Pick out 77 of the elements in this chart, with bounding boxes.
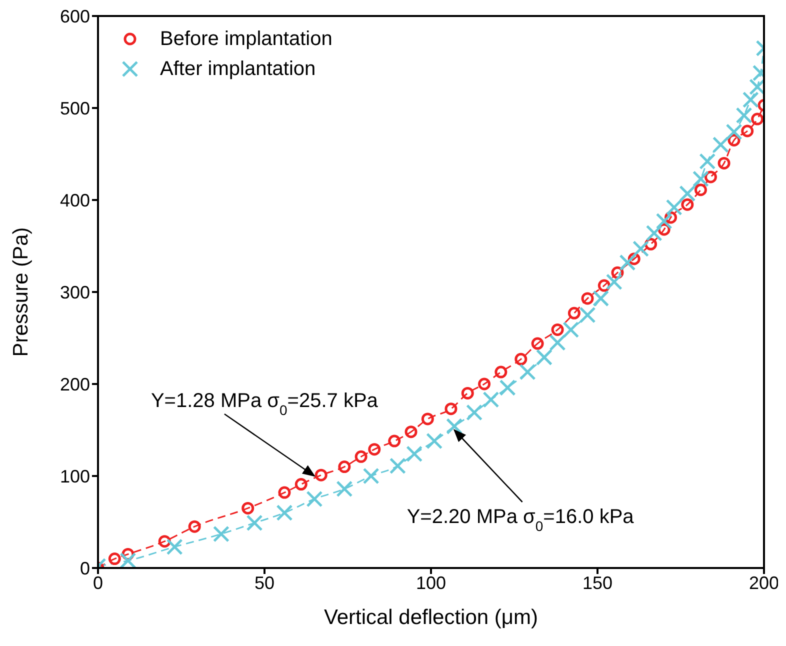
y-tick-label: 500 — [60, 98, 90, 118]
point — [314, 468, 328, 482]
point — [562, 321, 580, 338]
point — [276, 504, 293, 522]
point — [242, 502, 254, 514]
point — [278, 486, 291, 499]
point — [406, 446, 423, 462]
x-tick-label: 100 — [416, 572, 446, 593]
point — [656, 212, 672, 230]
point — [389, 458, 406, 474]
point — [108, 552, 121, 566]
x-tick-label: 0 — [92, 572, 104, 593]
point — [692, 170, 709, 188]
point — [388, 434, 401, 448]
point — [482, 391, 500, 408]
point — [579, 306, 596, 324]
point — [679, 185, 696, 202]
point — [426, 432, 443, 450]
point — [741, 124, 754, 138]
point — [751, 112, 764, 126]
point — [666, 199, 682, 216]
annotation: Y=1.28 MPa σ$_{0}$=25.7 kPa — [150, 390, 379, 418]
point — [499, 379, 516, 396]
point — [646, 224, 662, 242]
y-axis-title: Pressure (Pa) — [9, 227, 32, 357]
y-tick-label: 600 — [60, 6, 90, 26]
y-tick-label: 100 — [60, 466, 90, 486]
point — [362, 468, 380, 484]
point — [494, 366, 508, 378]
point — [514, 352, 528, 366]
point — [188, 520, 201, 533]
point — [619, 254, 636, 271]
point — [368, 443, 381, 456]
point — [606, 274, 622, 290]
x-axis-title: Vertical deflection (μm) — [324, 606, 538, 629]
point — [581, 292, 594, 305]
point — [694, 184, 707, 196]
x-tick-label: 50 — [254, 572, 275, 593]
y-tick-label: 0 — [80, 558, 90, 578]
point — [736, 107, 752, 124]
point — [519, 364, 536, 380]
point — [726, 124, 742, 140]
point — [354, 450, 368, 463]
point — [336, 480, 353, 498]
point — [306, 490, 323, 508]
y-tick-label: 200 — [60, 374, 90, 394]
point — [681, 198, 694, 211]
point — [549, 334, 566, 351]
legend-label: After implantation — [160, 58, 316, 80]
point — [294, 478, 308, 491]
point — [212, 526, 230, 542]
point — [699, 153, 716, 170]
point — [466, 404, 483, 421]
point — [166, 538, 183, 556]
point — [592, 290, 610, 307]
point — [478, 378, 491, 390]
y-tick-label: 300 — [60, 282, 90, 302]
point — [712, 136, 729, 154]
legend-label: Before implantation — [160, 28, 332, 50]
point — [536, 349, 552, 366]
point — [742, 91, 759, 108]
x-tick-label: 200 — [748, 572, 780, 593]
point — [246, 514, 263, 532]
point — [632, 240, 650, 258]
point — [531, 337, 544, 350]
point — [568, 306, 580, 320]
point — [718, 156, 730, 170]
point — [444, 402, 458, 416]
point — [421, 412, 434, 426]
x-tick-label: 150 — [582, 572, 613, 593]
annotation: Y=2.20 MPa σ$_{0}$=16.0 kPa — [406, 506, 635, 534]
point — [404, 426, 418, 438]
point — [461, 386, 474, 400]
y-tick-label: 400 — [60, 190, 90, 210]
point — [120, 552, 136, 568]
point — [338, 460, 351, 474]
point — [551, 323, 564, 336]
